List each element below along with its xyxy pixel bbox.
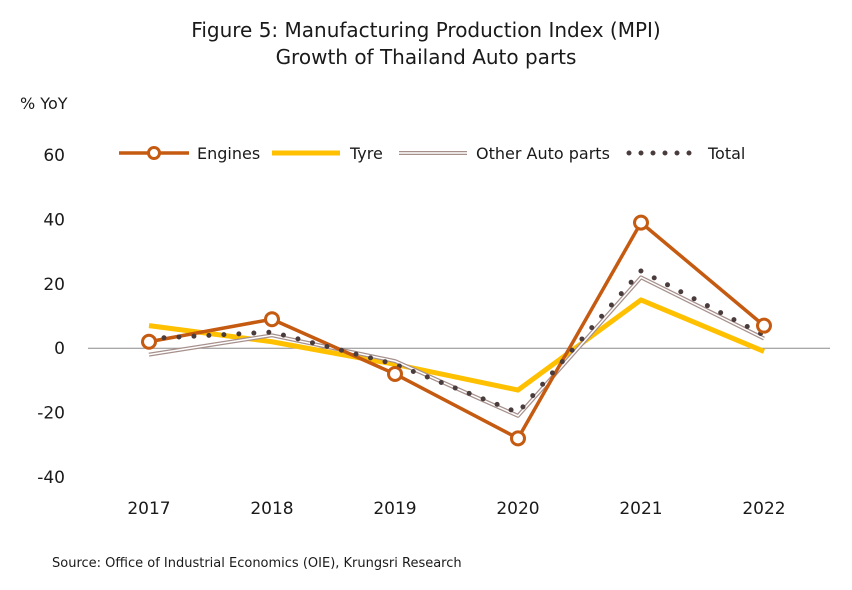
series-line-engines: [148, 220, 766, 441]
series-line-tyre: [148, 297, 765, 393]
y-tick-labels: 60 40 20 0 -20 -40: [37, 146, 65, 488]
x-tick-labels: 2017 2018 2019 2020 2021 2022: [127, 499, 785, 519]
chart-subtitle: Growth of Thailand Auto parts: [276, 45, 577, 69]
y-tick-label: 20: [43, 275, 65, 295]
chart-title: Figure 5: Manufacturing Production Index…: [191, 18, 660, 42]
legend-label: Tyre: [349, 144, 383, 163]
legend-marker-engines: [147, 146, 161, 160]
legend: Engines Tyre Other Auto parts Total: [119, 144, 745, 163]
x-tick-label: 2022: [742, 499, 785, 519]
x-tick-label: 2021: [619, 499, 662, 519]
y-tick-label: 60: [43, 146, 65, 166]
x-tick-label: 2020: [496, 499, 539, 519]
y-tick-label: 40: [43, 210, 65, 230]
engines-point: [510, 430, 526, 447]
x-tick-label: 2019: [373, 499, 416, 519]
source-note: Source: Office of Industrial Economics (…: [52, 556, 462, 571]
x-tick-label: 2017: [127, 499, 170, 519]
y-tick-label: -20: [37, 404, 65, 424]
engines-point: [264, 311, 280, 328]
series-line-total: [146, 268, 767, 416]
engines-point: [141, 333, 157, 350]
legend-label: Engines: [197, 144, 260, 163]
series-layer: [141, 214, 772, 447]
legend-label: Total: [707, 144, 745, 163]
y-axis-label: % YoY: [20, 94, 68, 113]
y-tick-label: -40: [37, 468, 65, 488]
x-tick-label: 2018: [250, 499, 293, 519]
legend-label: Other Auto parts: [476, 144, 610, 163]
engines-point: [633, 214, 649, 231]
engines-point: [387, 365, 403, 382]
engines-point: [756, 317, 772, 334]
y-tick-label: 0: [54, 339, 65, 359]
series-line-other-auto-parts: [148, 275, 765, 418]
series-line-other-auto-parts-inner: [148, 276, 765, 417]
